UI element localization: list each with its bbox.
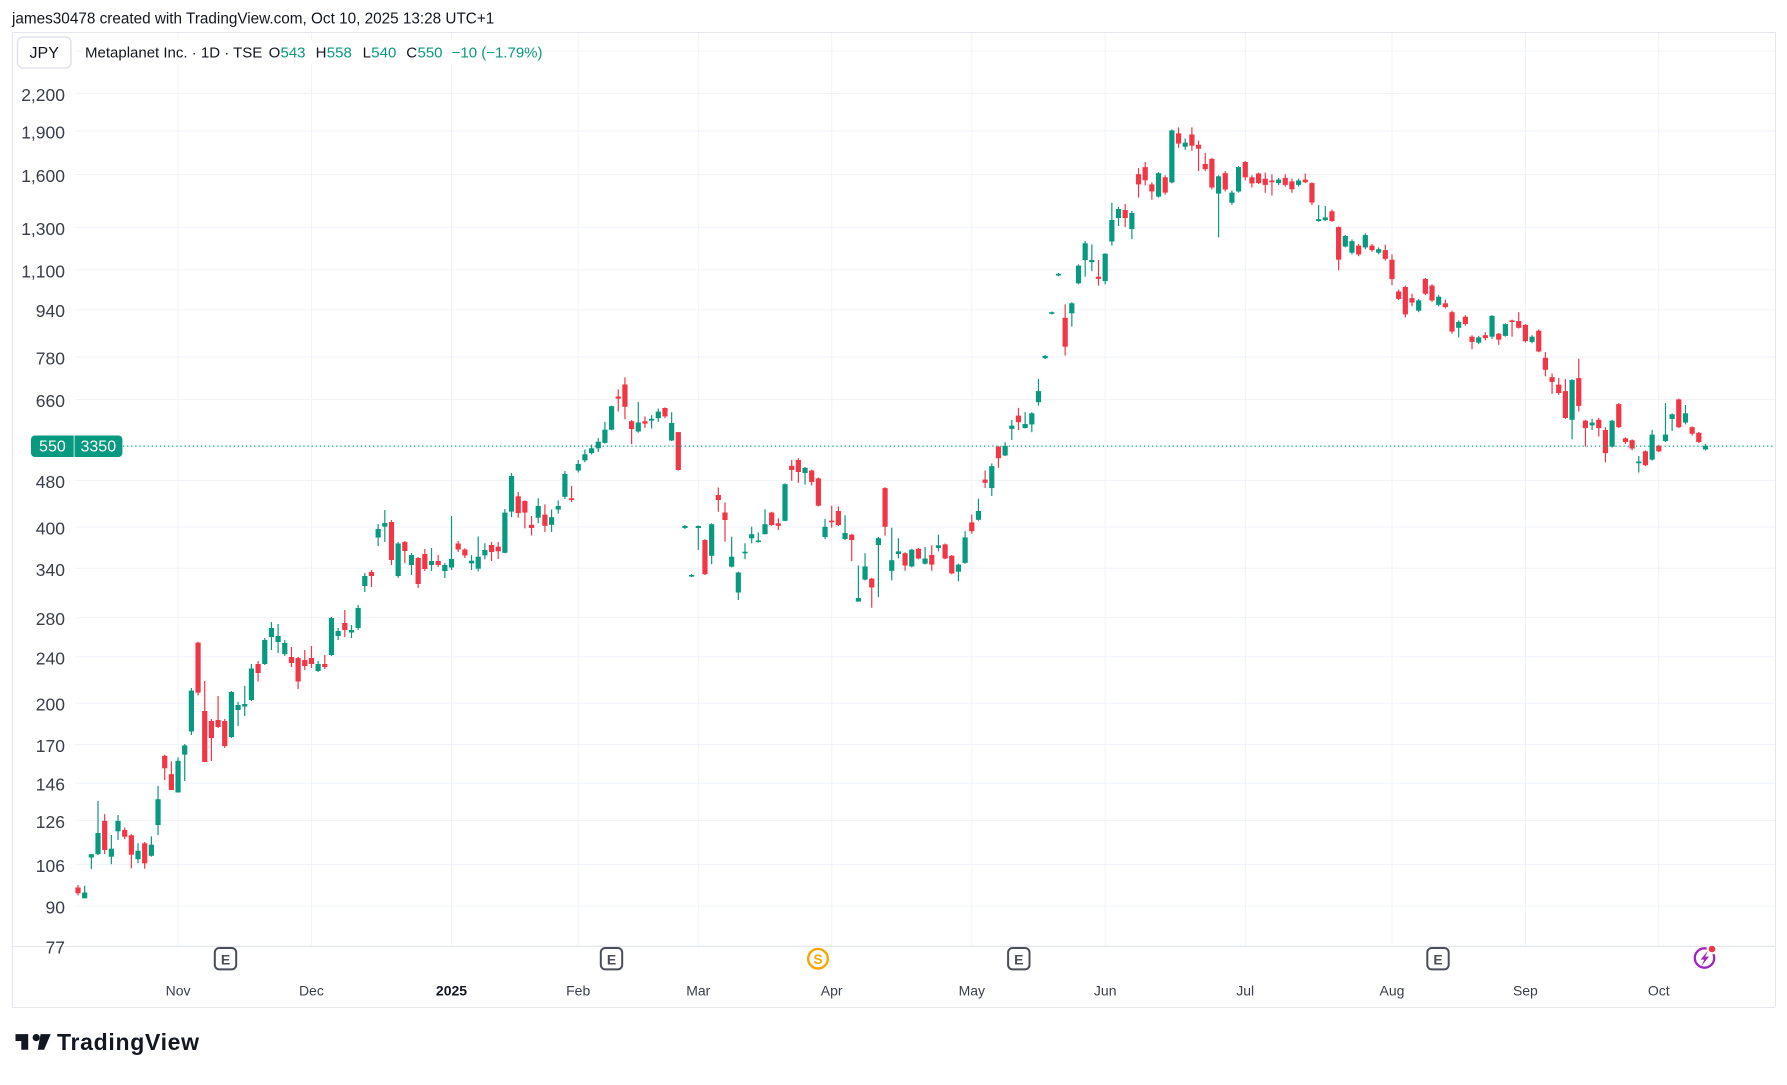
svg-text:Dec: Dec [299,983,324,999]
svg-text:JPY: JPY [30,45,60,62]
svg-text:540: 540 [371,44,396,61]
svg-text:1,900: 1,900 [21,122,65,142]
svg-text:Oct: Oct [1648,983,1670,999]
svg-text:TradingView: TradingView [57,1029,200,1055]
svg-text:O: O [269,44,281,61]
svg-text:james30478 created with Tradin: james30478 created with TradingView.com,… [11,11,494,28]
svg-text:77: 77 [46,937,65,957]
svg-text:550: 550 [39,438,66,455]
svg-text:C: C [406,44,417,61]
svg-text:240: 240 [36,648,65,668]
svg-text:280: 280 [36,609,65,629]
svg-text:480: 480 [36,472,65,492]
svg-text:106: 106 [36,856,65,876]
svg-text:Apr: Apr [821,983,843,999]
svg-text:170: 170 [36,736,65,756]
svg-text:Aug: Aug [1380,983,1405,999]
svg-text:90: 90 [46,898,66,918]
svg-text:146: 146 [36,775,65,795]
svg-text:Feb: Feb [566,983,590,999]
svg-text:H: H [316,44,327,61]
svg-text:Jun: Jun [1094,983,1117,999]
svg-text:−10 (−1.79%): −10 (−1.79%) [452,44,543,61]
svg-text:E: E [221,951,230,967]
svg-text:Metaplanet Inc. · 1D · TSE: Metaplanet Inc. · 1D · TSE [85,44,262,61]
svg-text:E: E [607,951,616,967]
svg-text:2,200: 2,200 [21,85,65,105]
svg-text:May: May [959,983,985,999]
svg-text:1,100: 1,100 [21,261,65,281]
svg-text:340: 340 [36,560,65,580]
svg-text:Jul: Jul [1236,983,1254,999]
svg-text:1,600: 1,600 [21,166,65,186]
svg-text:1,300: 1,300 [21,219,65,239]
svg-text:E: E [1014,951,1023,967]
svg-text:Nov: Nov [166,983,191,999]
svg-text:400: 400 [36,519,65,539]
svg-text:Sep: Sep [1513,983,1538,999]
svg-text:543: 543 [281,44,306,61]
svg-text:126: 126 [36,812,65,832]
svg-text:780: 780 [36,349,65,369]
svg-text:550: 550 [418,44,443,61]
svg-text:558: 558 [327,44,352,61]
svg-text:E: E [1433,951,1442,967]
svg-text:S: S [813,952,822,967]
svg-text:200: 200 [36,695,65,715]
svg-text:3350: 3350 [81,438,117,455]
svg-text:940: 940 [36,301,65,321]
svg-text:2025: 2025 [436,983,467,999]
svg-text:Mar: Mar [686,983,710,999]
svg-text:660: 660 [36,391,65,411]
svg-text:L: L [363,44,371,61]
